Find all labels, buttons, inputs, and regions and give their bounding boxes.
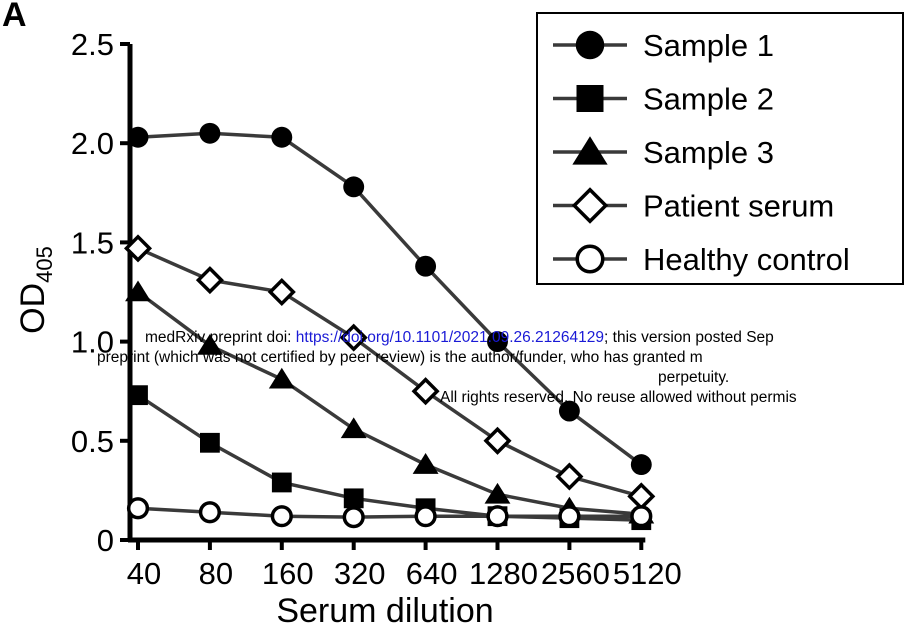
legend: Sample 1 Sample 2 Sample 3 Patient serum Hea… [536,12,904,285]
marker-circle-open [270,505,293,528]
legend-label: Sample 3 [643,135,774,170]
marker-square-filled [200,432,220,453]
legend-entry: Sample 1 [553,28,774,63]
x-tick-label: 2560 [541,556,610,591]
series-line [137,131,643,467]
marker-diamond-open [627,482,656,511]
marker-circle-filled [575,30,605,60]
watermark-line-4: All rights reserved. No reuse allowed wi… [440,389,797,406]
marker-diamond-open [123,234,153,263]
y-tick-label: 0 [97,523,114,558]
marker-circle-filled [415,255,437,277]
axes: 0 0.5 1.0 1.5 2.0 2.5 40 80 160 320 640 1280 2560 512… [71,27,682,591]
x-tick-label: 640 [406,556,458,591]
marker-diamond-open [555,462,584,491]
legend-entry: Healthy control [553,242,850,277]
marker-triangle-filled [412,453,439,474]
legend-box [536,12,904,285]
marker-triangle-filled [125,280,151,302]
marker-circle-open [630,505,653,528]
marker-circle-filled [271,126,293,148]
x-tick-label: 80 [199,556,233,591]
legend-label: Healthy control [643,242,850,277]
marker-circle-filled [630,454,652,476]
marker-circle-filled [343,176,365,198]
marker-square-filled [128,385,148,406]
x-tick-label: 5120 [613,556,682,591]
series-line [136,290,642,516]
preprint-watermark: medRxiv preprint doi: https://doi.org/10… [97,329,797,406]
legend-entry: Patient serum [553,187,834,224]
y-tick-label: 0.5 [71,424,114,459]
panel-label: A [2,0,27,34]
marker-circle-open [126,497,150,520]
marker-diamond-open [267,277,296,307]
y-tick-label: 1.5 [71,225,114,260]
watermark-prefix: medRxiv preprint doi: [145,329,296,346]
marker-diamond-open [339,323,368,352]
y-tick-label: 2.0 [71,126,114,161]
marker-diamond-open [411,377,440,406]
x-axis-label: Serum dilution [276,592,493,630]
marker-triangle-filled [268,367,295,389]
legend-label: Sample 2 [643,82,774,117]
legend-label: Sample 1 [643,28,774,63]
series-sample-1 [127,122,652,476]
watermark-line-1: medRxiv preprint doi: https://doi.org/10… [145,329,774,346]
watermark-line-2: preprint (which was not certified by pee… [97,349,703,366]
legend-entry: Sample 3 [553,135,774,170]
marker-diamond-open [195,266,224,295]
y-axis-label-sub: 405 [32,246,57,283]
marker-triangle-filled [572,136,608,165]
marker-circle-filled [127,126,149,148]
marker-square-filled [271,472,292,493]
marker-circle-open [558,505,581,528]
marker-circle-open [198,501,221,524]
marker-diamond-open [571,187,609,224]
legend-entry: Sample 2 [553,82,774,117]
marker-triangle-filled [340,417,367,439]
x-tick-label: 320 [334,556,386,591]
marker-circle-open [414,505,437,528]
marker-square-filled [343,488,364,509]
marker-circle-filled [558,400,580,422]
legend-label: Patient serum [643,189,834,224]
watermark-line-3: perpetuity. [658,369,729,386]
marker-circle-filled [487,331,508,353]
y-tick-label: 2.5 [71,27,114,62]
marker-square-filled [576,85,604,112]
watermark-suffix: ; this version posted Sep [604,329,774,346]
series-line [137,506,642,519]
y-tick-label: 1.0 [71,325,114,360]
series-layer [123,122,656,531]
series-patient-serum [123,234,656,511]
marker-circle-open [486,505,509,528]
marker-circle-filled [199,122,221,144]
series-healthy-control [126,497,653,529]
x-tick-label: 1280 [469,556,538,591]
marker-circle-open [575,244,605,274]
marker-triangle-filled [484,482,511,504]
marker-circle-open [342,506,365,529]
x-tick-label: 160 [262,556,314,591]
x-tick-label: 40 [127,556,161,591]
watermark-doi-link[interactable]: https://doi.org/10.1101/2021.09.26.21264… [296,329,604,346]
y-axis-label: OD405 [14,246,57,334]
marker-diamond-open [483,426,512,455]
y-axis-label-main: OD [14,283,52,334]
marker-triangle-filled [196,334,223,355]
